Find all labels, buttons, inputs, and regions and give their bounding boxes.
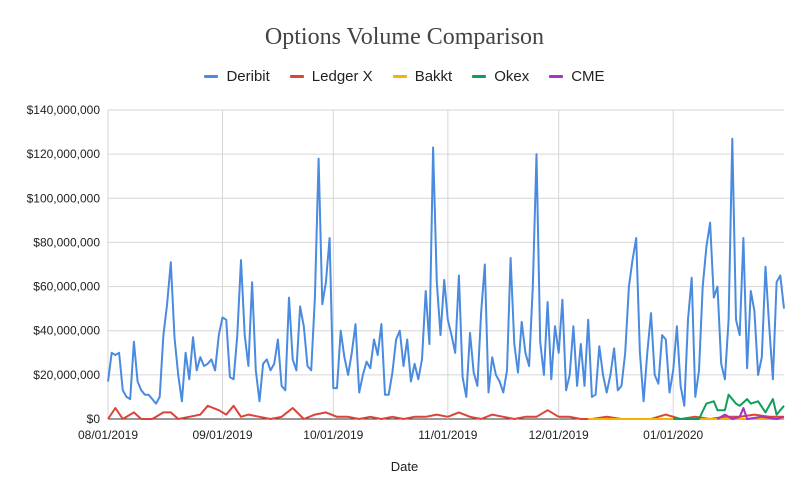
legend-item: Deribit (204, 68, 270, 85)
y-tick-label: $120,000,000 (27, 147, 101, 161)
y-tick-label: $140,000,000 (27, 103, 101, 117)
series-line-okex (673, 393, 785, 420)
x-tick-label: 11/01/2019 (418, 428, 477, 442)
legend-item: CME (549, 68, 605, 85)
x-tick-label: 09/01/2019 (192, 428, 252, 442)
legend-item: Bakkt (392, 68, 453, 85)
series-line-deribit (107, 137, 785, 407)
legend-swatch (472, 75, 487, 78)
series-line-cme (716, 407, 785, 420)
x-tick-label: 12/01/2019 (529, 428, 589, 442)
y-tick-label: $60,000,000 (33, 280, 100, 294)
y-tick-label: $20,000,000 (33, 368, 100, 382)
legend-label: Okex (494, 68, 530, 85)
x-tick-label: 10/01/2019 (303, 428, 363, 442)
legend-label: Bakkt (414, 68, 453, 85)
y-tick-label: $80,000,000 (33, 235, 100, 249)
y-tick-label: $0 (87, 412, 101, 426)
legend-label: Deribit (226, 68, 270, 85)
x-tick-label: 01/01/2020 (643, 428, 703, 442)
x-tick-label: 08/01/2019 (78, 428, 138, 442)
legend-label: Ledger X (311, 68, 373, 85)
legend-swatch (549, 75, 564, 78)
legend-item: Okex (472, 68, 529, 85)
legend-swatch (289, 75, 304, 78)
y-tick-label: $100,000,000 (27, 191, 101, 205)
chart-title: Options Volume Comparison (264, 24, 545, 50)
legend-swatch (392, 75, 407, 78)
legend-label: CME (571, 68, 605, 85)
legend: Deribit Ledger X Bakkt Okex CME (0, 68, 809, 85)
x-axis-title: Date (390, 459, 419, 474)
legend-swatch (204, 75, 219, 78)
legend-item: Ledger X (289, 68, 373, 85)
y-tick-label: $40,000,000 (33, 324, 100, 338)
series-line-ledger-x (107, 404, 784, 420)
